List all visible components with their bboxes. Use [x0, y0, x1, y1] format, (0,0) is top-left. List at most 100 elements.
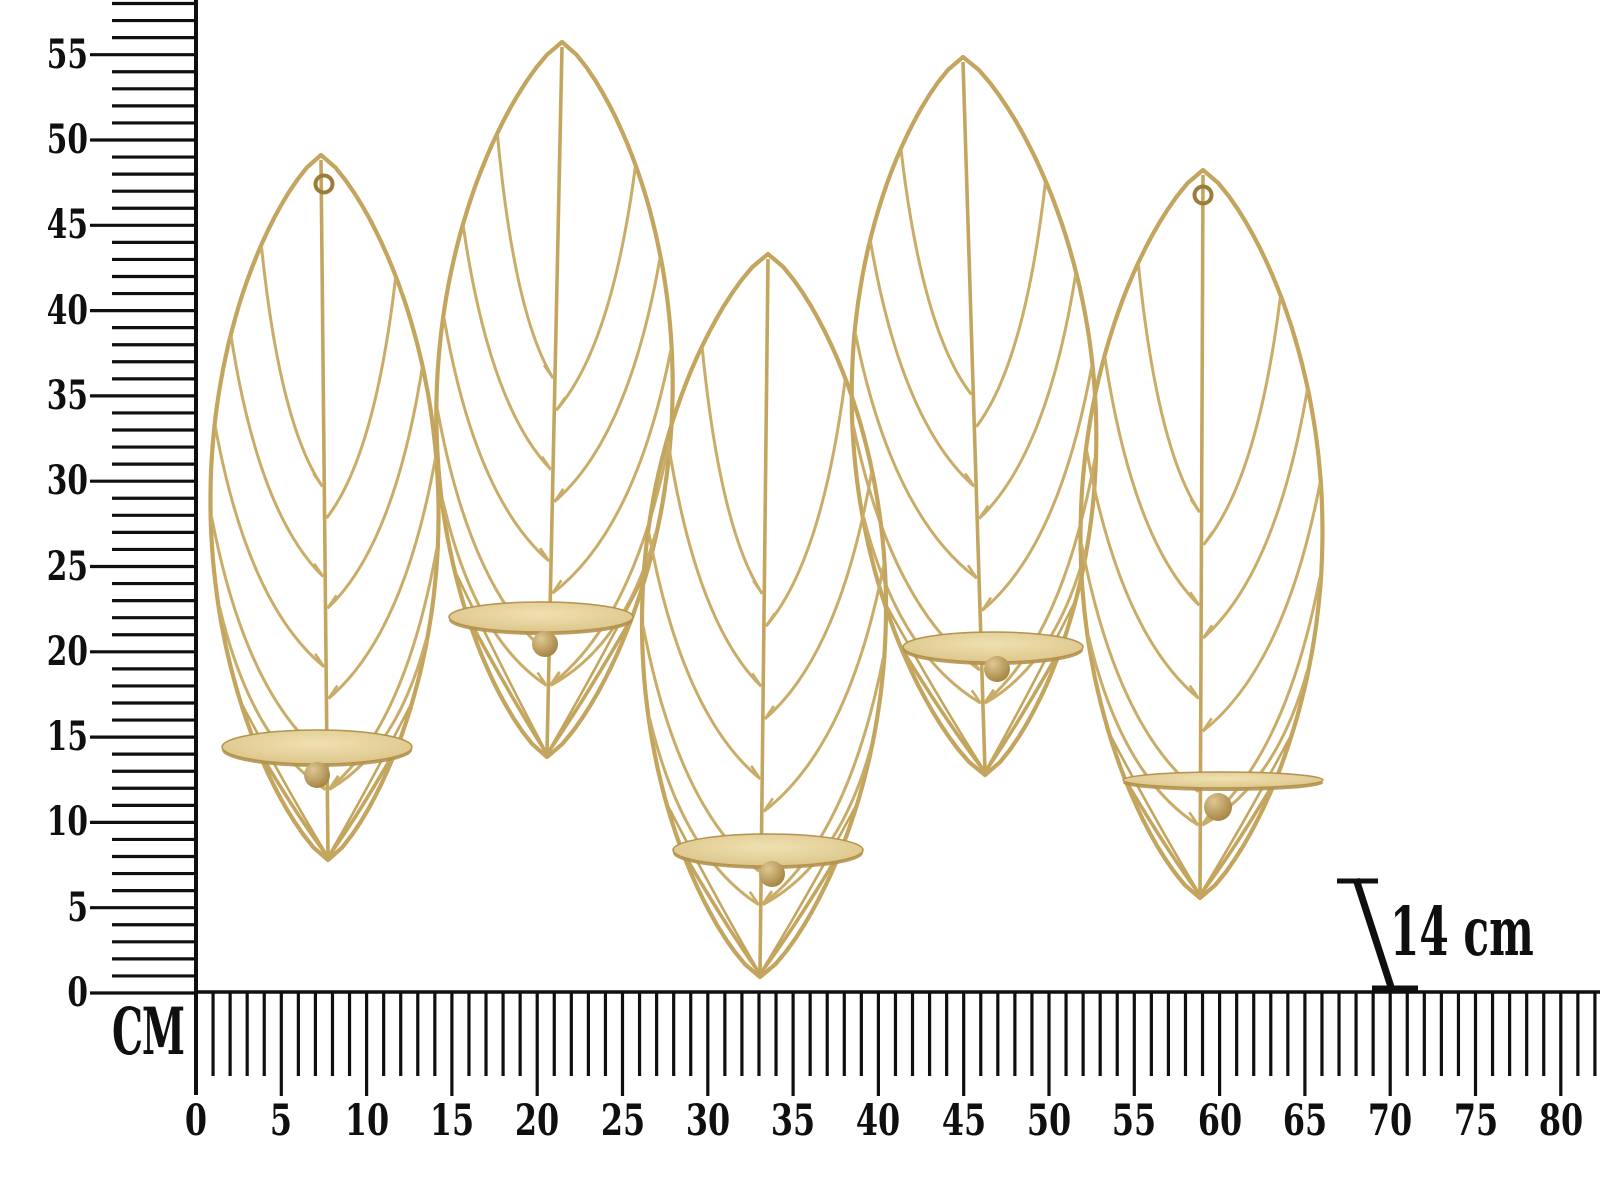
- leaf-vein-wire: [1103, 357, 1201, 607]
- leaf-vein-stub: [542, 364, 555, 379]
- leaf-vein-stub: [314, 653, 326, 668]
- hanging-ring: [313, 173, 335, 195]
- cradle-wire: [545, 569, 649, 755]
- leaf-vein-wire: [762, 565, 886, 813]
- leaf-vein-wire: [326, 368, 424, 610]
- leaf-sconce: [208, 152, 441, 863]
- leaf-vein-stub: [748, 890, 760, 906]
- leaf-frame-wire: [849, 54, 1099, 778]
- leaf-vein-wire: [555, 166, 637, 412]
- leaf-vein-stub: [328, 775, 340, 791]
- leaf-sconce: [639, 251, 889, 980]
- candle-plate: [672, 833, 864, 867]
- leaf-vein-wire: [763, 472, 873, 721]
- h-ruler-tick-label: 15: [429, 1096, 475, 1146]
- v-ruler-tick-label: 35: [46, 371, 88, 419]
- leaf-vein-wire: [1202, 390, 1309, 640]
- ruler-unit-label: CM: [112, 994, 185, 1070]
- leaf-vein-wire: [978, 274, 1078, 520]
- leaf-sconce: [434, 39, 675, 760]
- candle-plate: [448, 601, 634, 633]
- leaf-vein-wire: [229, 336, 325, 578]
- leaf-vein-stub: [326, 594, 338, 610]
- h-ruler-tick-label: 30: [685, 1096, 730, 1146]
- h-ruler-tick-label: 5: [270, 1096, 293, 1146]
- leaf-vein-stub: [325, 504, 337, 519]
- leaf-vein-wire: [551, 349, 673, 595]
- leaf-vein-stub: [313, 562, 325, 578]
- hanging-ring: [1192, 184, 1214, 206]
- leaf-vein-wire: [1080, 543, 1200, 793]
- leaf-vein-wire: [1202, 297, 1282, 546]
- h-ruler-tick-label: 35: [770, 1096, 816, 1146]
- h-ruler-tick-label: 10: [344, 1096, 389, 1146]
- cradle-wire: [239, 700, 330, 858]
- leaf-vein-stub: [763, 705, 775, 720]
- leaf-vein-wire: [700, 347, 764, 595]
- h-ruler-tick-label: 80: [1538, 1096, 1583, 1146]
- cradle-wire: [983, 599, 1077, 773]
- leaf-candle-holder-set: [208, 39, 1325, 980]
- h-ruler-tick-label: 40: [856, 1096, 901, 1146]
- v-ruler-tick-label: 45: [46, 201, 88, 249]
- leaf-frame-wire: [434, 39, 675, 760]
- leaf-vein-wire: [442, 317, 551, 563]
- v-ruler-tick-label: 20: [46, 627, 88, 675]
- leaf-vein-stub: [549, 671, 561, 687]
- v-ruler-tick-label: 0: [67, 969, 88, 1016]
- cradle-wire: [1198, 732, 1294, 896]
- h-ruler-tick-label: 25: [600, 1096, 645, 1146]
- leaf-vein-wire: [496, 134, 555, 379]
- leaf-sconce: [1078, 167, 1325, 901]
- leaf-frame-wire: [639, 251, 889, 980]
- leaf-vein-wire: [1201, 483, 1322, 733]
- leaf-vein-stub: [555, 396, 567, 411]
- cradle-wire: [1107, 732, 1202, 896]
- candle-plate: [1122, 771, 1324, 789]
- leaf-vein-stub: [536, 671, 548, 687]
- leaf-vein-wire: [1085, 450, 1200, 700]
- v-ruler-tick-label: 25: [46, 542, 88, 590]
- leaf-vein-wire: [325, 278, 397, 520]
- leaf-vein-wire: [213, 426, 326, 668]
- leaf-vein-stub: [1189, 591, 1201, 607]
- depth-measurement-label: 14 cm: [1390, 892, 1534, 971]
- leaf-vein-stub: [1202, 624, 1214, 639]
- cradle-wire: [326, 700, 414, 858]
- v-ruler-tick-label: 15: [46, 713, 88, 761]
- leaf-vein-stub: [312, 472, 324, 488]
- leaf-vein-stub: [975, 413, 987, 428]
- leaf-vein-stub: [764, 612, 776, 628]
- leaf-vein-wire: [647, 532, 762, 781]
- cradle-wire: [453, 569, 549, 755]
- leaf-vein-wire: [869, 241, 976, 488]
- leaf-frame-wire: [208, 152, 441, 863]
- leaf-vein-stub: [762, 797, 774, 813]
- h-ruler-tick-label: 0: [184, 1096, 208, 1146]
- leaf-vein-wire: [260, 246, 324, 488]
- leaf-vein-stub: [1188, 684, 1200, 700]
- ball-finial: [304, 762, 330, 788]
- ball-finial: [759, 861, 785, 887]
- h-ruler-tick-label: 20: [515, 1096, 560, 1146]
- leaf-vein-stub: [551, 579, 563, 595]
- leaf-vein-stub: [970, 689, 982, 704]
- leaf-vein-wire: [764, 380, 847, 628]
- v-ruler-tick-label: 30: [46, 457, 88, 505]
- h-ruler-tick-label: 60: [1197, 1096, 1242, 1146]
- leaf-vein-stub: [966, 564, 979, 580]
- h-ruler-tick-label: 75: [1453, 1096, 1498, 1146]
- leaf-vein-stub: [961, 380, 973, 396]
- ball-finial: [984, 656, 1010, 682]
- depth-indicator-slant-line: [1352, 877, 1396, 992]
- v-ruler-tick-label: 55: [46, 30, 88, 78]
- leaf-vein-stub: [1189, 498, 1201, 513]
- h-ruler-tick-label: 55: [1112, 1096, 1157, 1146]
- v-ruler-tick-label: 40: [46, 286, 88, 334]
- v-ruler-tick-label: 10: [46, 798, 88, 846]
- leaf-vein-wire: [648, 717, 760, 906]
- leaf-vein-wire: [327, 458, 437, 700]
- leaf-vein-stub: [980, 596, 993, 612]
- v-ruler-tick-label: 50: [46, 116, 88, 163]
- leaf-vein-stub: [327, 684, 339, 700]
